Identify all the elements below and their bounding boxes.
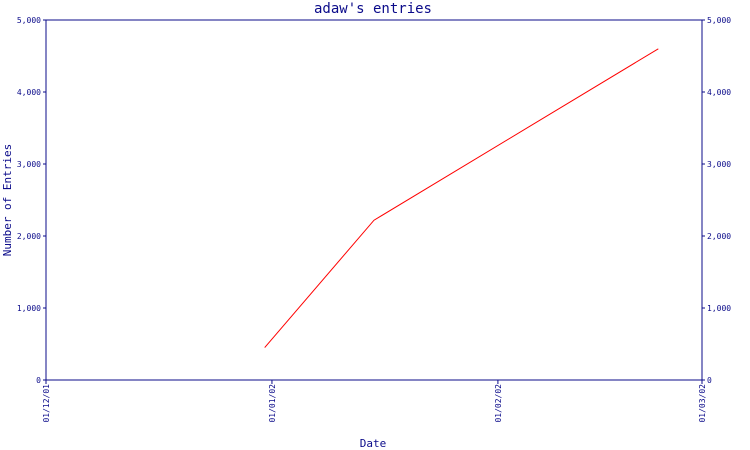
y-tick-label-left: 4,000 (17, 88, 41, 97)
series-layer (264, 48, 659, 348)
y-tick-label-right: 5,000 (707, 16, 731, 25)
x-axis: 01/12/01 01/01/02 01/02/02 01/03/02 (42, 380, 707, 423)
x-tick-label: 01/02/02 (494, 384, 503, 423)
y-tick-label-right: 1,000 (707, 304, 731, 313)
chart-title: adaw's entries (314, 1, 432, 17)
y-tick-label-right: 2,000 (707, 232, 731, 241)
y-axis-left: 0 1,000 2,000 3,000 4,000 5,000 (17, 16, 46, 385)
x-tick-label: 01/12/01 (42, 384, 51, 423)
y-tick-label-right: 4,000 (707, 88, 731, 97)
y-tick-label-left: 5,000 (17, 16, 41, 25)
y-tick-label-left: 0 (36, 376, 41, 385)
y-tick-label-right: 3,000 (707, 160, 731, 169)
y-tick-label-left: 1,000 (17, 304, 41, 313)
x-axis-label: Date (360, 437, 387, 450)
y-tick-label-left: 2,000 (17, 232, 41, 241)
y-axis-right: 0 1,000 2,000 3,000 4,000 5,000 (702, 16, 731, 385)
series-line (264, 48, 659, 348)
plot-area-frame (45, 19, 703, 381)
x-tick-label: 01/03/02 (698, 384, 707, 423)
x-tick-label: 01/01/02 (268, 384, 277, 423)
y-tick-label-left: 3,000 (17, 160, 41, 169)
y-tick-label-right: 0 (707, 376, 712, 385)
y-axis-label: Number of Entries (1, 144, 14, 257)
